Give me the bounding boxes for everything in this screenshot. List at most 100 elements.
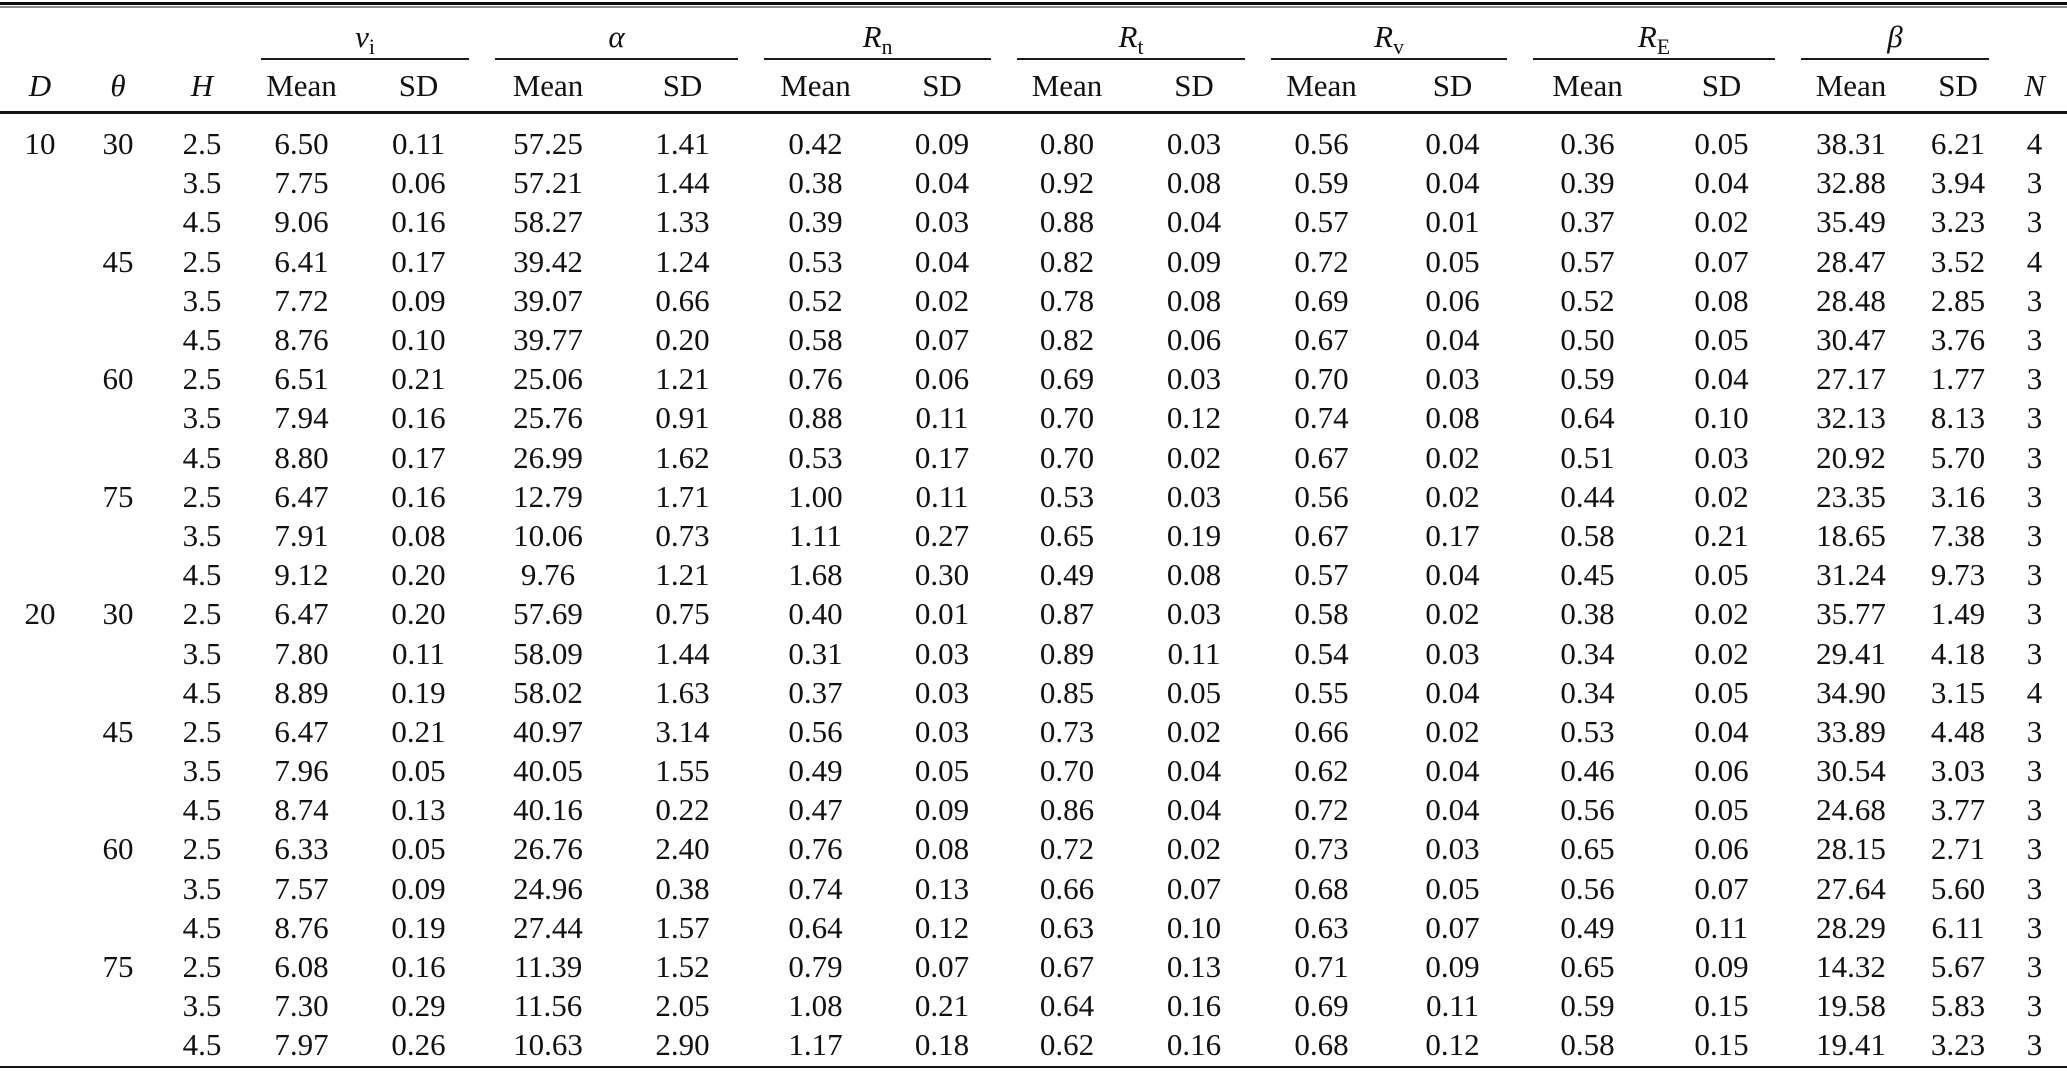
table-cell: 75 — [102, 478, 134, 514]
table-cell: 0.08 — [1166, 557, 1222, 593]
table-cell: 0.56 — [1560, 870, 1615, 906]
table-cell: 0.44 — [1560, 478, 1615, 514]
table-cell: 9.76 — [520, 557, 576, 593]
table-cell: 0.58 — [788, 322, 843, 358]
table-cell: 7.75 — [274, 165, 329, 201]
group-header-alpha: α — [482, 8, 751, 60]
table-cell: 0.02 — [1694, 635, 1749, 671]
table-cell: 0.16 — [391, 949, 446, 985]
table-cell: 0.12 — [1166, 400, 1222, 436]
table-cell: 57.69 — [513, 596, 583, 632]
table-cell: 0.02 — [1166, 713, 1222, 749]
table-cell: 75 — [102, 949, 134, 985]
table-cell: 0.04 — [1425, 674, 1480, 710]
table-cell: 2.71 — [1930, 831, 1986, 867]
table-cell: 0.05 — [1425, 870, 1480, 906]
col-header-vi-mean: Mean — [248, 60, 355, 114]
table-cell: 0.04 — [914, 243, 970, 279]
table-cell: 23.35 — [1816, 478, 1886, 514]
table-cell: 0.16 — [391, 478, 446, 514]
table-cell: 7.72 — [274, 282, 329, 318]
table-cell: 20.92 — [1816, 439, 1886, 475]
table-cell: 2.90 — [655, 1027, 710, 1063]
table-cell: 0.04 — [1425, 322, 1480, 358]
table-cell: 0.74 — [1294, 400, 1349, 436]
table-cell: 0.64 — [1560, 400, 1615, 436]
table-cell: 0.21 — [914, 988, 970, 1024]
table-cell: 30 — [102, 596, 134, 632]
table-cell: 0.53 — [788, 243, 843, 279]
table-cell — [80, 751, 156, 790]
table-cell: 6.47 — [274, 713, 329, 749]
table-row: 3.5 7.30 0.29 11.56 2.05 1.08 0.21 0.64 0.16 0.69… — [0, 986, 2067, 1025]
table-cell: 4.5 — [182, 1027, 222, 1063]
col-header-rn-sd: SD — [880, 60, 1005, 114]
table-cell: 3 — [2026, 322, 2043, 358]
table-cell: 0.05 — [1694, 674, 1749, 710]
table-cell: 3.5 — [182, 635, 222, 671]
table-cell: 0.04 — [1425, 557, 1480, 593]
table-cell: 3.5 — [182, 870, 222, 906]
table-cell: 0.09 — [391, 282, 446, 318]
table-cell: 11.39 — [513, 949, 583, 985]
table-cell: 8.13 — [1930, 400, 1986, 436]
table-cell: 0.03 — [1166, 478, 1222, 514]
table-cell — [0, 477, 80, 516]
table-cell: 0.04 — [1425, 126, 1480, 162]
table-cell: 0.29 — [391, 988, 446, 1024]
table-row: 4.5 7.97 0.26 10.63 2.90 1.17 0.18 0.62 0.16 0.68… — [0, 1025, 2067, 1064]
table-cell: 0.78 — [1039, 282, 1095, 318]
table-cell: 9.06 — [274, 204, 329, 240]
re-symbol: R — [1637, 19, 1657, 54]
table-cell: 0.69 — [1294, 282, 1349, 318]
col-header-rn-mean: Mean — [751, 60, 881, 114]
table-cell: 0.67 — [1039, 949, 1095, 985]
table-cell: 3.15 — [1930, 674, 1986, 710]
table-cell: 0.05 — [391, 753, 446, 789]
table-cell: 7.96 — [274, 753, 329, 789]
table-cell: 35.77 — [1816, 596, 1886, 632]
table-cell: 0.37 — [1560, 204, 1615, 240]
table-cell: 0.05 — [1425, 243, 1480, 279]
table-cell: 0.34 — [1560, 674, 1615, 710]
table-cell: 0.39 — [1560, 165, 1615, 201]
table-cell: 7.97 — [274, 1027, 329, 1063]
table-cell: 18.65 — [1816, 517, 1886, 553]
table-cell: 3.5 — [182, 753, 222, 789]
table-cell: 27.44 — [513, 909, 583, 945]
table-cell: 28.48 — [1816, 282, 1886, 318]
col-header-rt-sd: SD — [1130, 60, 1259, 114]
table-cell: 0.01 — [1425, 204, 1480, 240]
table-cell: 0.16 — [391, 400, 446, 436]
table-cell: 0.42 — [788, 126, 843, 162]
table-cell — [0, 947, 80, 986]
table-cell: 38.31 — [1816, 126, 1886, 162]
table-cell: 0.68 — [1294, 870, 1349, 906]
table-cell: 30 — [102, 126, 134, 162]
table-cell: 0.11 — [915, 478, 969, 514]
table-cell: 1.71 — [655, 478, 710, 514]
table-cell: 0.20 — [391, 596, 446, 632]
table-cell: 0.82 — [1039, 322, 1095, 358]
table-cell: 0.67 — [1294, 439, 1349, 475]
table-cell: 0.04 — [1425, 753, 1480, 789]
table-cell: 0.19 — [1166, 517, 1222, 553]
table-cell — [0, 320, 80, 359]
table-cell: 0.16 — [1166, 988, 1222, 1024]
results-table: vi α Rn Rt Rv RE β — [0, 8, 2067, 1065]
table-row: 3.5 7.75 0.06 57.21 1.44 0.38 0.04 0.92 0.08 0.59… — [0, 163, 2067, 202]
table-cell: 2.05 — [655, 988, 710, 1024]
table-cell: 58.02 — [513, 674, 583, 710]
rv-subscript: v — [1393, 35, 1404, 60]
table-cell: 4.5 — [182, 792, 222, 828]
table-cell: 3 — [2026, 596, 2043, 632]
table-cell: 0.45 — [1560, 557, 1615, 593]
table-cell: 3 — [2026, 713, 2043, 749]
table-cell: 2.5 — [182, 596, 222, 632]
table-cell: 33.89 — [1816, 713, 1886, 749]
table-cell: 0.06 — [914, 361, 970, 397]
table-cell: 4.48 — [1930, 713, 1986, 749]
table-cell: 3 — [2026, 204, 2043, 240]
table-cell: 0.06 — [1694, 831, 1749, 867]
